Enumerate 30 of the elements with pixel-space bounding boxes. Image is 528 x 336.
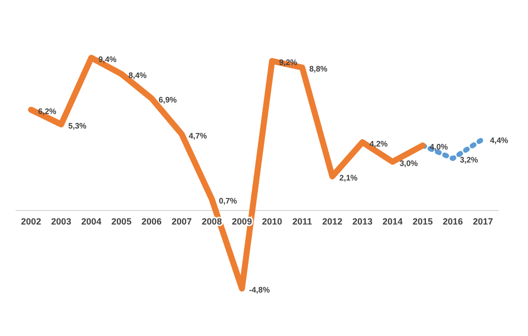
x-tick-label: 2017	[472, 216, 493, 226]
x-tick-label: 2011	[292, 216, 312, 226]
data-label: 3,2%	[460, 156, 478, 165]
data-label: 6,9%	[158, 96, 177, 105]
x-tick-label: 2007	[172, 216, 192, 226]
data-label: 4,0%	[430, 142, 448, 152]
data-label: 0,7%	[218, 196, 238, 206]
x-tick-label: 2015	[412, 216, 433, 226]
data-label: 2,1%	[339, 174, 358, 183]
x-tick-label: 2014	[382, 216, 403, 226]
x-tick-label: 2012	[322, 216, 342, 226]
x-tick-label: 2002	[21, 216, 42, 226]
data-label: 4,7%	[188, 131, 207, 140]
x-tick-label: 2004	[81, 216, 102, 226]
data-label: 4,2%	[369, 139, 388, 148]
data-label: 5,3%	[68, 122, 86, 131]
data-label: 3,0%	[400, 158, 418, 168]
x-tick-label: 2005	[111, 216, 132, 226]
data-label: 9,2%	[279, 58, 298, 68]
x-tick-label: 2013	[352, 216, 372, 226]
x-tick-label: 2016	[442, 216, 463, 226]
data-label: 8,4%	[128, 71, 147, 80]
data-label: 9,4%	[98, 54, 117, 64]
data-label: 6,2%	[38, 106, 56, 116]
x-tick-label: 2010	[262, 216, 282, 226]
data-label: 4,4%	[490, 136, 508, 146]
x-tick-label: 2006	[142, 216, 162, 226]
x-tick-label: 2003	[51, 216, 72, 226]
data-label: 8,8%	[309, 64, 328, 74]
data-label: -4,8%	[248, 286, 270, 295]
